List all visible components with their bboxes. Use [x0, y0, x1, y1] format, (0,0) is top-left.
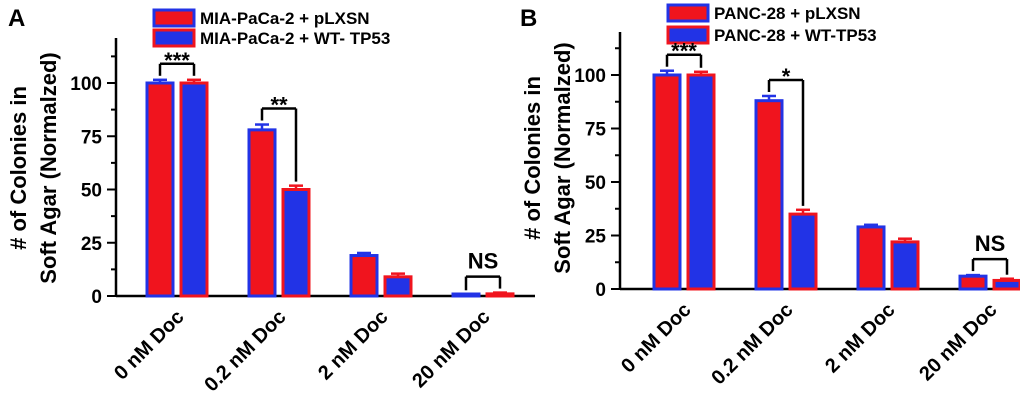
y-tick-label: 0 [595, 280, 606, 301]
x-tick-label: 2 nM Doc [314, 306, 392, 384]
significance-label: *** [164, 48, 190, 73]
y-axis-title-line: # of Colonies in [6, 86, 31, 250]
significance-label: NS [975, 231, 1006, 256]
bar [349, 254, 379, 298]
bar [652, 73, 682, 291]
panel-b: B PANC-28 + pLXSN PANC-28 + WT-TP53 # of Co… [520, 3, 1020, 389]
x-tick-label: 20 nM Doc [915, 299, 1001, 385]
panel-label: A [8, 5, 25, 32]
legend-label: MIA-PaCa-2 + WT- TP53 [200, 29, 390, 48]
bar [179, 81, 209, 298]
y-tick-label: 75 [585, 120, 607, 141]
y-axis-title: # of Colonies in Soft Agar (Normalzed) [6, 52, 61, 283]
bar [856, 225, 886, 291]
bar [247, 128, 277, 298]
bar [686, 73, 716, 291]
x-tick-label: 20 nM Doc [408, 306, 494, 392]
y-axis-title: # of Colonies in Soft Agar (Normalzed) [520, 42, 575, 273]
legend-label: MIA-PaCa-2 + pLXSN [200, 9, 370, 28]
bar [383, 275, 413, 298]
y-tick-label: 0 [91, 287, 102, 308]
legend-swatch [152, 28, 196, 48]
legend-swatch [152, 8, 196, 28]
bar [788, 212, 818, 291]
bar [992, 278, 1020, 291]
bar [890, 240, 920, 291]
y-tick-label: 25 [585, 227, 607, 248]
significance-label: ** [270, 93, 288, 118]
x-tick-label: 0 nM Doc [617, 299, 695, 377]
legend-label: PANC-28 + WT-TP53 [714, 26, 877, 45]
y-axis-title-line: Soft Agar (Normalzed) [550, 42, 575, 273]
significance-label: *** [671, 39, 697, 64]
y-tick-label: 100 [574, 66, 606, 87]
bar [754, 99, 784, 291]
y-axis-title-line: Soft Agar (Normalzed) [36, 52, 61, 283]
legend-swatch [666, 25, 710, 45]
x-tick-label: 2 nM Doc [821, 299, 899, 377]
y-tick-label: 50 [81, 181, 102, 202]
bar [281, 188, 311, 298]
bar [485, 292, 515, 298]
legend-label: PANC-28 + pLXSN [714, 4, 861, 23]
bar [145, 81, 175, 298]
significance-label: * [782, 64, 791, 89]
x-tick-label: 0 nM Doc [110, 306, 188, 384]
legend-swatch [666, 3, 710, 23]
significance-label: NS [468, 249, 499, 274]
x-tick-label: 0.2 nM Doc [200, 306, 290, 396]
y-tick-label: 50 [585, 173, 606, 194]
panel-label: B [520, 5, 537, 32]
y-tick-label: 75 [81, 127, 103, 148]
x-tick-label: 0.2 nM Doc [707, 299, 797, 389]
y-tick-label: 100 [70, 74, 102, 95]
bar [958, 274, 988, 291]
y-axis-title-line: # of Colonies in [520, 76, 545, 240]
y-tick-label: 25 [81, 234, 103, 255]
